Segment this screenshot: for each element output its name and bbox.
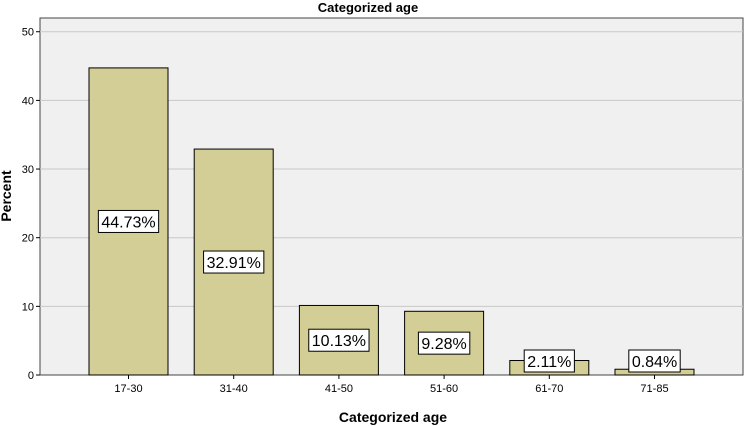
data-label-box <box>203 250 265 274</box>
y-tick-label: 50 <box>22 27 34 39</box>
y-axis-label: Percent <box>0 170 14 222</box>
data-label-box <box>97 209 160 233</box>
data-label: 10.13% <box>308 328 370 352</box>
y-tick-label: 20 <box>22 233 34 245</box>
data-label-box <box>523 349 575 373</box>
x-tick-label: 41-50 <box>325 383 353 395</box>
y-tick-label: 30 <box>22 164 34 176</box>
data-label-box <box>628 349 681 373</box>
data-label: 44.73% <box>97 209 160 233</box>
data-label: 0.84% <box>628 349 681 373</box>
data-label-text: 0.84% <box>632 354 677 371</box>
x-tick-label: 17-30 <box>114 383 142 395</box>
x-tick-label: 71-85 <box>640 383 668 395</box>
y-axis-ticks: 0 10 20 30 40 50 <box>22 27 40 382</box>
data-label-box <box>417 331 471 355</box>
x-tick-label: 61-70 <box>535 383 563 395</box>
data-label: 2.11% <box>523 349 575 373</box>
data-label-text: 9.28% <box>421 336 466 353</box>
data-label-text: 32.91% <box>207 255 261 272</box>
chart-title: Categorized age <box>318 0 418 15</box>
y-tick-label: 0 <box>28 370 34 382</box>
y-tick-label: 10 <box>22 301 34 313</box>
x-axis-label: Categorized age <box>339 409 447 425</box>
y-tick-label: 40 <box>22 95 34 107</box>
data-label-box <box>308 328 370 352</box>
data-label-text: 10.13% <box>312 333 366 350</box>
data-labels: 44.73% 32.91% 10.13% 9.28% 2.11% 0.84% <box>97 209 681 373</box>
x-axis-ticks: 17-30 31-40 41-50 51-60 61-70 71-85 <box>114 375 669 395</box>
data-label: 32.91% <box>203 250 265 274</box>
data-label: 9.28% <box>417 331 471 355</box>
x-tick-label: 31-40 <box>220 383 248 395</box>
data-label-text: 44.73% <box>101 214 155 231</box>
data-label-text: 2.11% <box>527 354 571 371</box>
x-tick-label: 51-60 <box>430 383 458 395</box>
